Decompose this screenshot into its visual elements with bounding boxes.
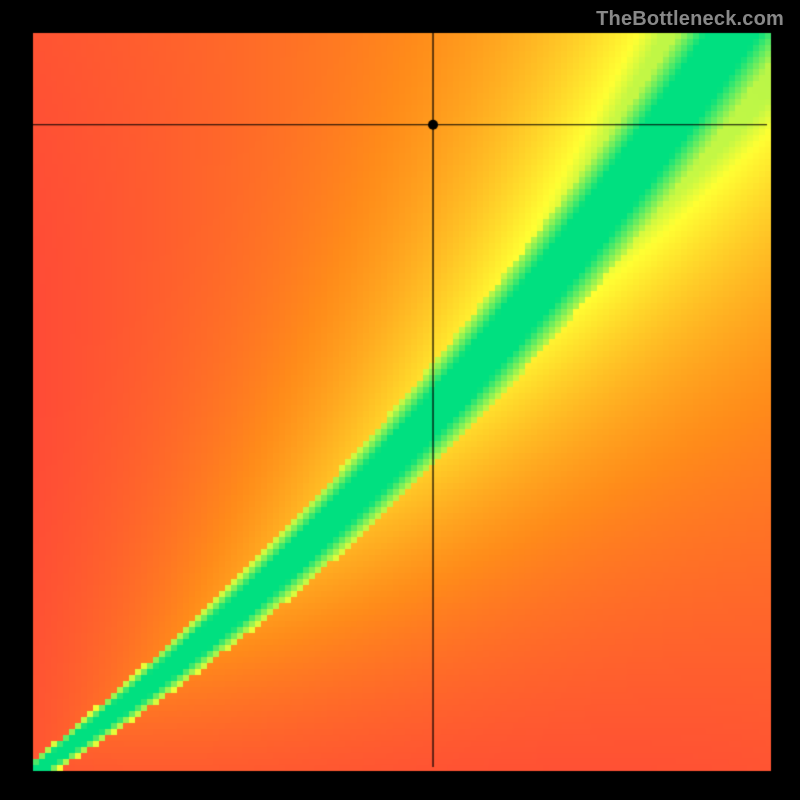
chart-container: TheBottleneck.com (0, 0, 800, 800)
watermark-text: TheBottleneck.com (596, 8, 784, 31)
heatmap-canvas (0, 0, 800, 800)
